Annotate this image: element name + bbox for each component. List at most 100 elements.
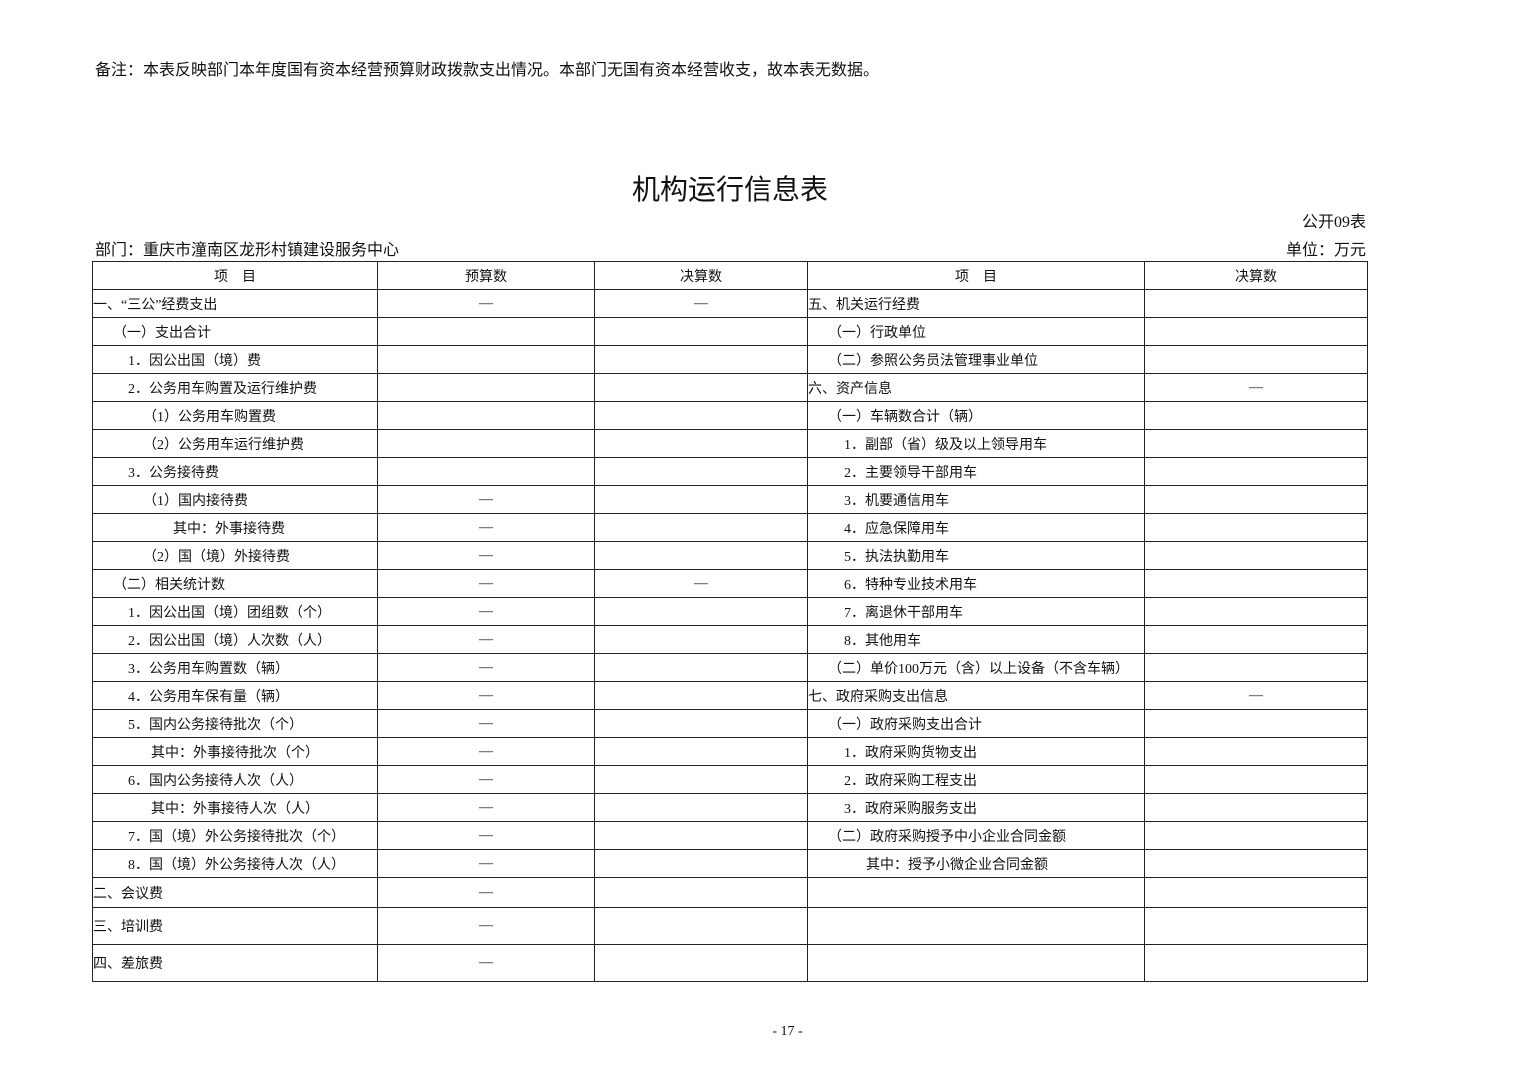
cell [594, 849, 808, 878]
cell [594, 345, 808, 374]
cell: — [377, 709, 595, 738]
cell [1144, 345, 1368, 374]
cell: （1）公务用车购置费 [92, 401, 378, 430]
cell [594, 737, 808, 766]
cell [1144, 709, 1368, 738]
note: 备注：本表反映部门本年度国有资本经营预算财政拨款支出情况。本部门无国有资本经营收… [95, 62, 880, 79]
cell: 七、政府采购支出信息 [807, 681, 1145, 710]
cell: — [377, 597, 595, 626]
cell: 2．主要领导干部用车 [807, 457, 1145, 486]
header-cell: 预算数 [377, 261, 595, 290]
table-row: 其中：外事接待批次（个） — 1．政府采购货物支出 [92, 737, 1368, 766]
cell: 六、资产信息 [807, 373, 1145, 402]
header-cell: 项 目 [92, 261, 378, 290]
title: 机构运行信息表 [631, 175, 828, 206]
cell [594, 317, 808, 346]
form-number: 公开09表 [1301, 214, 1366, 231]
cell: — [377, 849, 595, 878]
cell [1144, 569, 1368, 598]
cell: 其中：外事接待人次（人） [92, 793, 378, 822]
cell [594, 877, 808, 908]
table-row: 项 目预算数 决算数项 目决算数 [92, 261, 1368, 290]
cell [594, 429, 808, 458]
table-row: 8．国（境）外公务接待人次（人） — 其中：授予小微企业合同金额 [92, 849, 1368, 878]
cell: 其中：外事接待批次（个） [92, 737, 378, 766]
cell [1144, 877, 1368, 908]
cell [1144, 289, 1368, 318]
cell: （二）单价100万元（含）以上设备（不含车辆） [807, 653, 1145, 682]
table-row: 1．因公出国（境）团组数（个） — 7．离退休干部用车 [92, 597, 1368, 626]
header-cell: 决算数 [1144, 261, 1368, 290]
cell: 5．国内公务接待批次（个） [92, 709, 378, 738]
cell: （2）公务用车运行维护费 [92, 429, 378, 458]
table: 项 目预算数 决算数项 目决算数 一、“三公”经费支出 — — 五、机关运行经费 （一）支出… [92, 261, 1368, 982]
cell [377, 373, 595, 402]
table-row: 三、培训费 — [92, 907, 1368, 945]
table-row: 其中：外事接待人次（人） — 3．政府采购服务支出 [92, 793, 1368, 822]
department: 部门：重庆市潼南区龙形村镇建设服务中心 [95, 242, 400, 259]
cell [1144, 849, 1368, 878]
cell [1144, 485, 1368, 514]
table-row: （二）相关统计数 — —6．特种专业技术用车 [92, 569, 1368, 598]
table-row: 3．公务用车购置数（辆） — （二）单价100万元（含）以上设备（不含车辆） [92, 653, 1368, 682]
cell [377, 457, 595, 486]
cell: （二）政府采购授予中小企业合同金额 [807, 821, 1145, 850]
cell: 三、培训费 [92, 907, 378, 945]
header-cell: 项 目 [807, 261, 1145, 290]
cell [1144, 653, 1368, 682]
cell [594, 821, 808, 850]
cell: （一）支出合计 [92, 317, 378, 346]
cell [594, 765, 808, 794]
cell: 6．特种专业技术用车 [807, 569, 1145, 598]
cell [807, 877, 1145, 908]
cell [594, 541, 808, 570]
cell [594, 597, 808, 626]
cell: — [377, 485, 595, 514]
cell: — [377, 793, 595, 822]
table-row: 5．国内公务接待批次（个） — （一）政府采购支出合计 [92, 709, 1368, 738]
cell: 8．国（境）外公务接待人次（人） [92, 849, 378, 878]
cell [1144, 821, 1368, 850]
cell: （2）国（境）外接待费 [92, 541, 378, 570]
cell [594, 944, 808, 982]
cell [594, 681, 808, 710]
cell: — [1144, 373, 1368, 402]
table-row: （2）公务用车运行维护费 1．副部（省）级及以上领导用车 [92, 429, 1368, 458]
table-row: 四、差旅费 — [92, 944, 1368, 982]
table-row: 1．因公出国（境）费 （二）参照公务员法管理事业单位 [92, 345, 1368, 374]
cell: — [377, 625, 595, 654]
table-row: 一、“三公”经费支出 — — 五、机关运行经费 [92, 289, 1368, 318]
cell [377, 317, 595, 346]
cell [807, 907, 1145, 945]
cell [1144, 513, 1368, 542]
cell: （一）车辆数合计（辆） [807, 401, 1145, 430]
cell: — [1144, 681, 1368, 710]
cell [1144, 317, 1368, 346]
table-row: 二、会议费 — [92, 877, 1368, 908]
table-row: （1）国内接待费 — 3．机要通信用车 [92, 485, 1368, 514]
cell [1144, 737, 1368, 766]
cell: — [594, 289, 808, 318]
cell [1144, 907, 1368, 945]
table-row: 6．国内公务接待人次（人） — 2．政府采购工程支出 [92, 765, 1368, 794]
cell: — [377, 877, 595, 908]
cell: — [377, 681, 595, 710]
cell: 3．公务用车购置数（辆） [92, 653, 378, 682]
cell [594, 907, 808, 945]
cell: （一）行政单位 [807, 317, 1145, 346]
header-cell: 决算数 [594, 261, 808, 290]
table-row: （一）支出合计 （一）行政单位 [92, 317, 1368, 346]
cell: 2．因公出国（境）人次数（人） [92, 625, 378, 654]
cell: — [377, 821, 595, 850]
cell [594, 793, 808, 822]
unit: 单位：万元 [1285, 242, 1366, 259]
cell [594, 373, 808, 402]
cell [1144, 944, 1368, 982]
cell: — [377, 737, 595, 766]
cell: （二）相关统计数 [92, 569, 378, 598]
cell: 6．国内公务接待人次（人） [92, 765, 378, 794]
cell: — [377, 765, 595, 794]
cell [1144, 457, 1368, 486]
cell: 2．政府采购工程支出 [807, 765, 1145, 794]
table-row: 3．公务接待费 2．主要领导干部用车 [92, 457, 1368, 486]
